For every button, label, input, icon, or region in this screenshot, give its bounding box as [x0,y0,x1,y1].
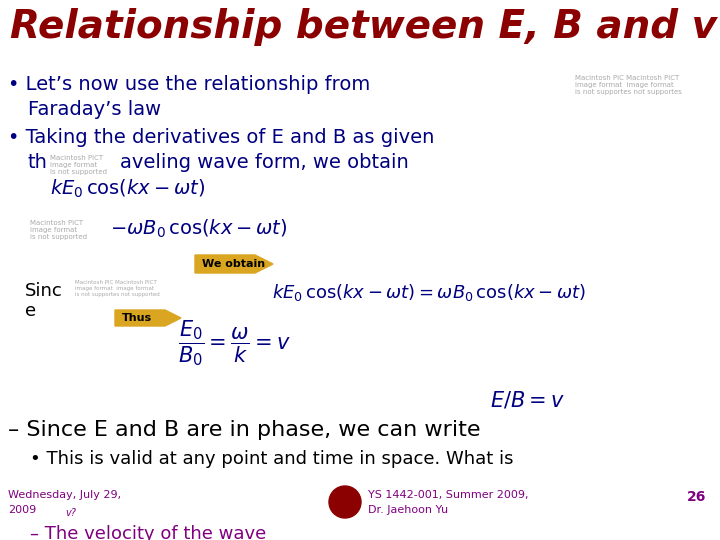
Text: Macintosh PICT
image format
is not supported: Macintosh PICT image format is not suppo… [50,155,107,175]
Text: e: e [25,302,36,320]
Text: Sinc: Sinc [25,282,63,300]
Text: 2009: 2009 [8,505,36,515]
Text: • This is valid at any point and time in space. What is: • This is valid at any point and time in… [30,450,513,468]
Text: • Taking the derivatives of E and B as given: • Taking the derivatives of E and B as g… [8,128,434,147]
Circle shape [329,486,361,518]
Text: Dr. Jaehoon Yu: Dr. Jaehoon Yu [368,505,448,515]
Text: – The velocity of the wave: – The velocity of the wave [30,525,266,540]
Text: Wednesday, July 29,: Wednesday, July 29, [8,490,121,500]
Text: – Since E and B are in phase, we can write: – Since E and B are in phase, we can wri… [8,420,480,440]
Text: Macintosh PIC Macintosh PICT
image format  image format
is not supportes not sup: Macintosh PIC Macintosh PICT image forma… [75,280,160,296]
Text: aveling wave form, we obtain: aveling wave form, we obtain [120,153,409,172]
Text: Relationship between E, B and v: Relationship between E, B and v [10,8,717,46]
Text: 26: 26 [687,490,706,504]
Text: $-\omega B_0\,\cos\!\left(kx-\omega t\right)$: $-\omega B_0\,\cos\!\left(kx-\omega t\ri… [110,218,287,240]
Text: YS 1442-001, Summer 2009,: YS 1442-001, Summer 2009, [368,490,528,500]
Text: v?: v? [65,508,76,518]
Text: $E/B=v$: $E/B=v$ [490,390,564,411]
Text: • Let’s now use the relationship from: • Let’s now use the relationship from [8,75,370,94]
Text: Faraday’s law: Faraday’s law [28,100,161,119]
Text: Macintosh PIC Macintosh PICT
image format  image format
is not supportes not sup: Macintosh PIC Macintosh PICT image forma… [575,75,682,95]
Text: We obtain: We obtain [202,259,265,269]
Text: $kE_0\,\cos\!\left(kx-\omega t\right)=\omega B_0\,\cos\!\left(kx-\omega t\right): $kE_0\,\cos\!\left(kx-\omega t\right)=\o… [272,282,586,303]
Text: $kE_0\,\cos\!\left(kx-\omega t\right)$: $kE_0\,\cos\!\left(kx-\omega t\right)$ [50,178,205,200]
Text: th: th [28,153,48,172]
FancyArrow shape [195,255,273,273]
FancyArrow shape [115,310,181,326]
Text: Thus: Thus [122,313,152,323]
Text: Macintosh PICT
image format
is not supported: Macintosh PICT image format is not suppo… [30,220,87,240]
Text: $\dfrac{E_0}{B_0}=\dfrac{\omega}{k}=v$: $\dfrac{E_0}{B_0}=\dfrac{\omega}{k}=v$ [178,318,291,368]
